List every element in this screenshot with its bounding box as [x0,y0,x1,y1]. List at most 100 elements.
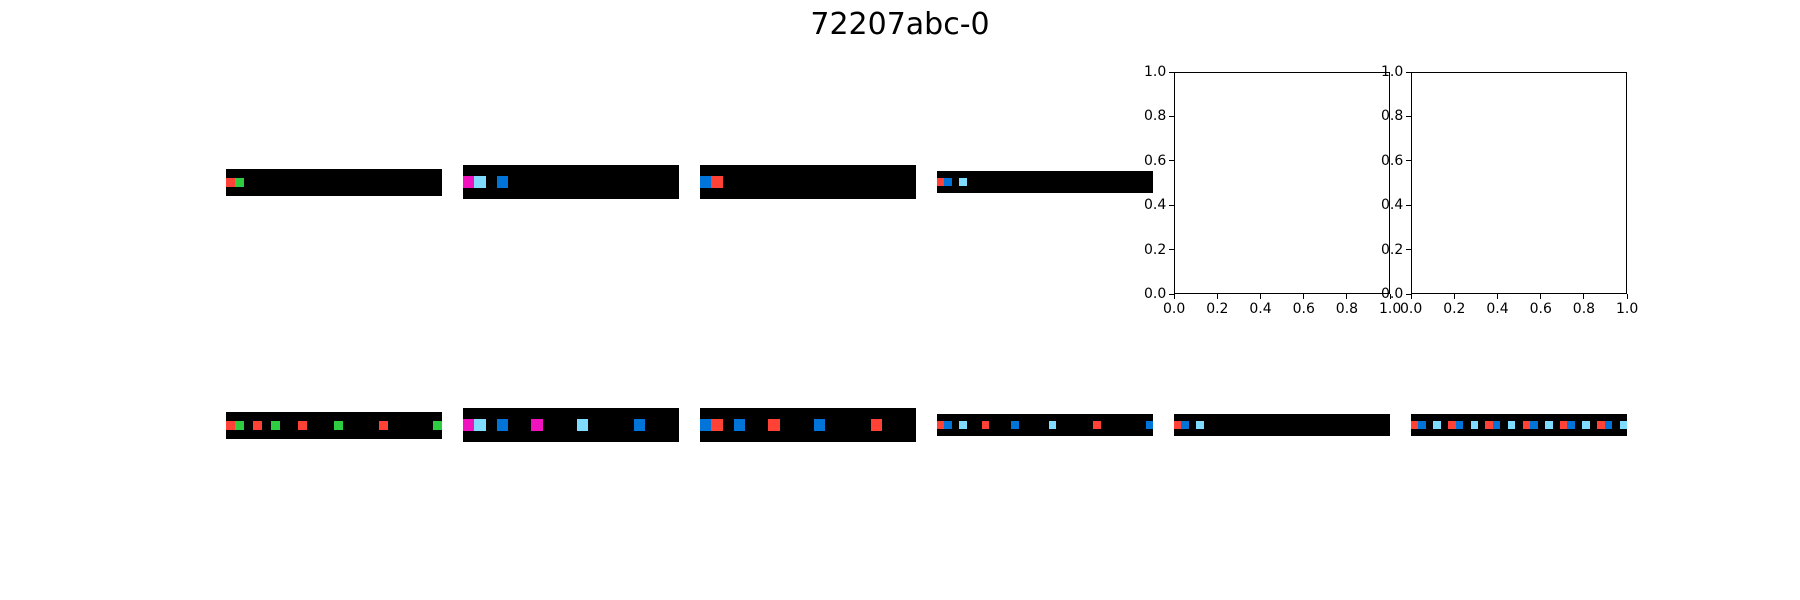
grid-cell [700,419,712,431]
grid-cell [944,178,952,186]
grid-cell [433,420,442,430]
y-tick-label: 1.0 [1381,64,1404,80]
grid-cell [334,420,343,430]
grid-cell [1196,421,1204,429]
x-tick-label: 1.0 [1379,301,1402,317]
grid-cell [235,177,244,187]
grid-cell [1567,421,1575,429]
x-tick-label: 0.6 [1529,301,1552,317]
y-tick [1406,160,1411,162]
x-tick-label: 0.2 [1206,301,1229,317]
grid-cell [474,419,486,431]
y-tick [1406,249,1411,251]
test-output-2-grid [1174,413,1390,437]
train-2-output-grid [463,407,679,443]
x-tick-label: 0.8 [1335,301,1359,317]
y-tick [1406,115,1411,117]
x-tick-label: 0.4 [1486,301,1509,317]
grid-cell [768,419,780,431]
empty-axes-1 [1174,72,1390,294]
train-1-output-grid [226,411,442,439]
y-tick [1169,249,1174,251]
grid-cell [959,178,967,186]
grid-cell [1559,421,1568,429]
grid-cell [271,420,280,430]
x-tick-label: 1.0 [1616,301,1639,317]
grid-cell [474,176,486,188]
y-tick [1169,115,1174,117]
y-tick-label: 0.4 [1144,197,1167,214]
y-tick [1406,71,1411,73]
y-tick-label: 0.0 [1381,286,1404,302]
grid-cell [1181,421,1189,429]
grid-cell [497,176,509,188]
grid-cell [1597,421,1605,429]
grid-cell [981,421,990,429]
grid-cell [1470,421,1479,429]
grid-cell [1455,421,1464,429]
grid-cell [1522,421,1531,429]
x-tick [1346,294,1348,299]
grid-cell [700,176,712,188]
x-tick [1626,294,1628,299]
grid-cell [531,419,543,431]
y-tick [1169,71,1174,73]
grid-cell [1011,421,1019,429]
y-tick-label: 0.8 [1381,108,1404,125]
x-tick-label: 0.0 [1163,301,1186,317]
grid-cell [298,420,307,430]
x-tick [1410,294,1412,299]
grid-cell [253,420,262,430]
y-tick [1169,204,1174,206]
grid-cell [813,419,826,431]
grid-cell [734,419,746,431]
y-tick [1169,293,1174,295]
grid-cell [1530,421,1538,429]
grid-cell [463,419,475,431]
train-1-input-grid [226,168,442,196]
x-tick [1216,294,1218,299]
grid-cell [1619,421,1627,429]
grid-cell [1485,421,1493,429]
grid-cell [870,419,882,431]
y-tick [1406,204,1411,206]
grid-cell [226,420,235,430]
y-tick-label: 0.8 [1144,108,1167,125]
grid-cell [711,419,723,431]
grid-cell [1582,421,1590,429]
y-tick-label: 1.0 [1144,64,1167,80]
grid-cell [1604,421,1613,429]
grid-cell [1507,421,1516,429]
x-tick-label: 0.2 [1443,301,1466,317]
grid-cell [633,419,645,431]
x-tick [1173,294,1175,299]
x-tick-label: 0.6 [1292,301,1315,317]
y-tick-label: 0.6 [1144,152,1167,169]
test-input-grid [937,170,1153,194]
grid-cell [497,419,509,431]
x-tick-label: 0.0 [1400,301,1423,317]
grid-cell [379,420,388,430]
empty-axes-2 [1411,72,1627,294]
grid-cell [1093,421,1101,429]
grid-cell [463,176,475,188]
x-tick [1583,294,1585,299]
grid-cell [1492,421,1501,429]
grid-cell [1048,421,1057,429]
y-tick-label: 0.6 [1381,152,1404,169]
y-tick [1169,160,1174,162]
grid-cell [937,421,945,429]
y-tick [1406,293,1411,295]
x-tick [1540,294,1542,299]
train-2-input-grid [463,164,679,200]
grid-cell [937,178,945,186]
grid-cell [959,421,967,429]
grid-cell [235,420,244,430]
x-tick-label: 0.4 [1249,301,1272,317]
x-tick [1303,294,1305,299]
grid-cell [1145,421,1153,429]
x-tick [1259,294,1261,299]
test-output-1-grid [937,413,1153,437]
grid-cell [944,421,952,429]
y-tick-label: 0.4 [1381,197,1404,214]
